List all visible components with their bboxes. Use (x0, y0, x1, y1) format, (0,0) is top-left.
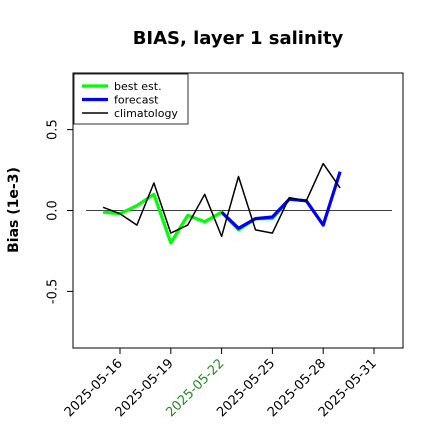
series-line-forecast (220, 171, 342, 230)
series-layer (102, 162, 342, 245)
y-tick-label: 0.5 (46, 119, 61, 140)
legend-label: climatology (114, 107, 178, 120)
chart-title: BIAS, layer 1 salinity (133, 28, 344, 49)
y-tick-label: 0.0 (46, 200, 61, 221)
legend-label: best est. (114, 80, 162, 93)
legend-label: forecast (114, 94, 159, 107)
series-line-climatology (102, 162, 341, 238)
y-tick-label: -0.5 (46, 279, 61, 304)
y-axis-label: Bias (1e-3) (6, 167, 22, 253)
y-axis: -0.5 0.0 0.5 (46, 119, 73, 304)
series-line-best-est (102, 192, 307, 245)
x-axis: 2025-05-162025-05-192025-05-222025-05-25… (62, 348, 380, 420)
